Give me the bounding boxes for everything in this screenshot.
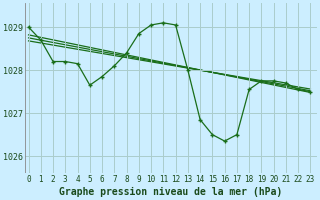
X-axis label: Graphe pression niveau de la mer (hPa): Graphe pression niveau de la mer (hPa)	[59, 186, 282, 197]
